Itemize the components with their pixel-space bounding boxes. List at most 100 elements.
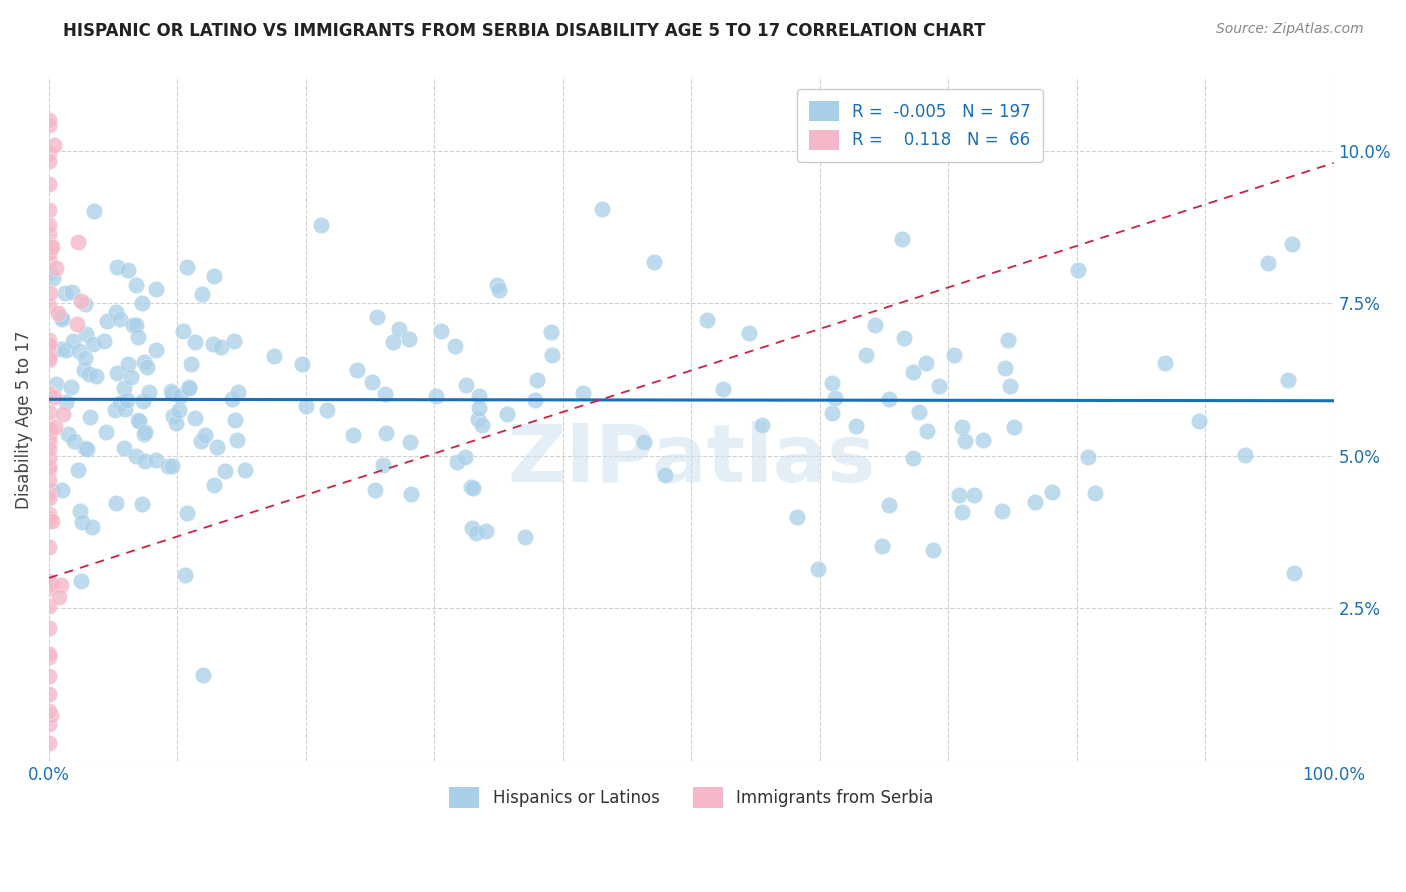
Point [444,339,467,353]
Point [654,467,676,482]
Point [429,324,451,338]
Text: HISPANIC OR LATINO VS IMMIGRANTS FROM SERBIA DISABILITY AGE 5 TO 17 CORRELATION : HISPANIC OR LATINO VS IMMIGRANTS FROM SE… [63,22,986,40]
Point [711,382,734,396]
Point [943,348,966,362]
Point [893,331,915,345]
Point [821,376,844,390]
Point [134,454,156,468]
Point [467,412,489,426]
Point [134,354,156,368]
Point [41,483,63,498]
Point [121,318,143,332]
Point [928,378,950,392]
Point [66,317,89,331]
Point [1066,263,1088,277]
Point [540,348,562,362]
Point [38,621,60,635]
Point [224,413,246,427]
Point [915,424,938,438]
Point [38,337,60,351]
Point [83,204,105,219]
Point [42,271,65,285]
Point [117,358,139,372]
Point [870,539,893,553]
Point [38,735,60,749]
Point [997,333,1019,347]
Point [191,667,214,681]
Point [38,647,60,661]
Point [38,113,60,128]
Point [38,299,60,313]
Point [488,283,510,297]
Point [371,458,394,472]
Point [75,327,97,342]
Point [38,649,60,664]
Point [311,218,333,232]
Point [49,578,72,592]
Point [38,219,60,233]
Point [125,449,148,463]
Point [526,373,548,387]
Point [891,232,914,246]
Point [38,513,60,527]
Point [950,420,973,434]
Point [907,405,929,419]
Point [291,357,314,371]
Point [112,441,135,455]
Point [38,486,60,500]
Point [128,414,150,428]
Point [42,343,65,358]
Point [121,370,143,384]
Point [1257,255,1279,269]
Point [132,394,155,409]
Point [398,435,420,450]
Point [173,568,195,582]
Point [1002,419,1025,434]
Point [55,343,77,358]
Point [62,434,84,449]
Point [38,581,60,595]
Point [456,377,478,392]
Point [165,416,187,430]
Point [45,260,67,275]
Point [877,392,900,407]
Point [425,389,447,403]
Point [998,378,1021,392]
Point [381,334,404,349]
Point [53,285,76,300]
Point [41,514,63,528]
Point [38,668,60,682]
Point [316,402,339,417]
Point [160,386,183,401]
Point [180,357,202,371]
Point [67,343,90,358]
Point [202,478,225,492]
Point [134,425,156,439]
Point [39,265,62,279]
Point [45,377,67,392]
Point [38,348,60,362]
Point [169,403,191,417]
Point [471,418,494,433]
Point [176,260,198,274]
Point [194,427,217,442]
Point [38,422,60,436]
Point [463,481,485,495]
Point [104,402,127,417]
Point [901,365,924,379]
Point [1282,566,1305,580]
Point [82,337,104,351]
Point [751,417,773,432]
Point [38,338,60,352]
Point [131,497,153,511]
Point [41,578,63,592]
Point [184,410,207,425]
Point [633,434,655,449]
Point [375,425,398,440]
Legend: Hispanics or Latinos, Immigrants from Serbia: Hispanics or Latinos, Immigrants from Se… [443,780,941,814]
Point [110,396,132,410]
Point [41,707,63,722]
Point [125,318,148,332]
Point [179,380,201,394]
Point [955,434,977,449]
